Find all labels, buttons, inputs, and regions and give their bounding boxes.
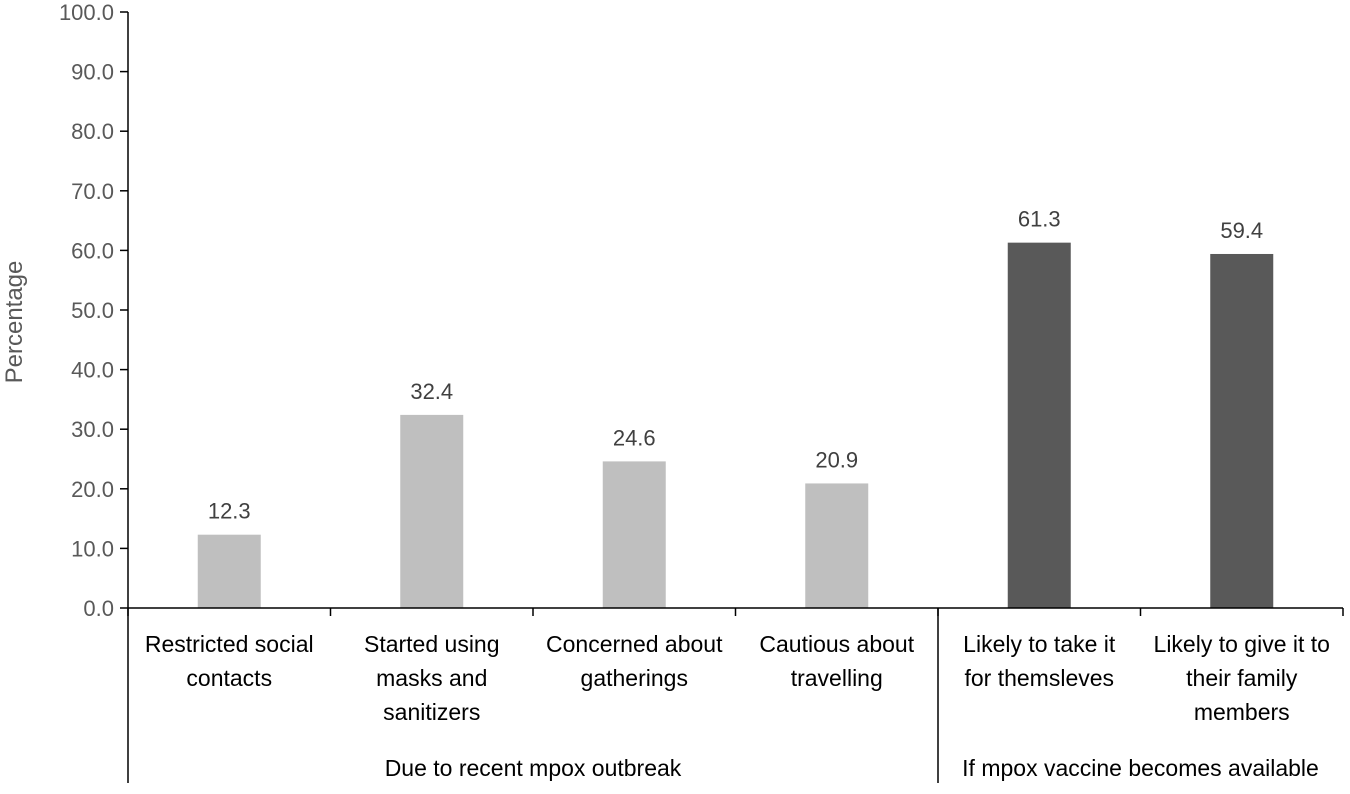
y-tick-label: 100.0 [59, 0, 114, 25]
bar-value-label: 59.4 [1220, 218, 1263, 243]
bar [197, 534, 261, 608]
group-label: Due to recent mpox outbreak [385, 755, 682, 781]
bar [1007, 242, 1071, 609]
bar-value-label: 12.3 [208, 499, 251, 524]
bar-value-label: 32.4 [410, 379, 453, 404]
y-axis-title: Percentage [1, 261, 28, 384]
x-category-label: Started using masks and sanitizers [364, 631, 500, 725]
y-tick-label: 20.0 [71, 477, 114, 502]
x-category-label: Likely to give it to their family members [1154, 631, 1330, 725]
y-tick-label: 70.0 [71, 179, 114, 204]
data-labels: 12.3 32.4 24.6 20.9 61.3 59.4 [208, 207, 1263, 524]
axes [127, 12, 1344, 783]
bar-value-label: 24.6 [613, 425, 656, 450]
y-tick-label: 90.0 [71, 60, 114, 85]
y-tick-label: 40.0 [71, 358, 114, 383]
x-category-label: Concerned about gatherings [546, 631, 723, 691]
y-axis-label: Percentage [1, 261, 28, 384]
y-axis-ticks: 0.0 10.0 20.0 30.0 40.0 50.0 60.0 70.0 80.0 90.0 1… [59, 0, 128, 621]
y-tick-label: 30.0 [71, 417, 114, 442]
x-category-label: Cautious about travelling [759, 631, 914, 691]
y-tick-label: 10.0 [71, 536, 114, 561]
bars [197, 242, 1274, 609]
y-tick-label: 50.0 [71, 298, 114, 323]
category-labels: Restricted social contacts Started using ma… [145, 631, 1330, 725]
group-label: If mpox vaccine becomes available [962, 755, 1319, 781]
y-tick-label: 60.0 [71, 238, 114, 263]
bar [1210, 253, 1274, 608]
bar [602, 461, 666, 608]
y-tick-label: 80.0 [71, 119, 114, 144]
x-category-label: Likely to take it for themsleves [963, 631, 1116, 691]
group-labels: Due to recent mpox outbreak If mpox vacci… [385, 755, 1319, 781]
bar [805, 483, 869, 608]
bar-value-label: 61.3 [1018, 207, 1061, 232]
y-tick-label: 0.0 [83, 596, 114, 621]
x-category-label: Restricted social contacts [145, 631, 314, 691]
bar [400, 414, 464, 608]
bar-value-label: 20.9 [815, 447, 858, 472]
